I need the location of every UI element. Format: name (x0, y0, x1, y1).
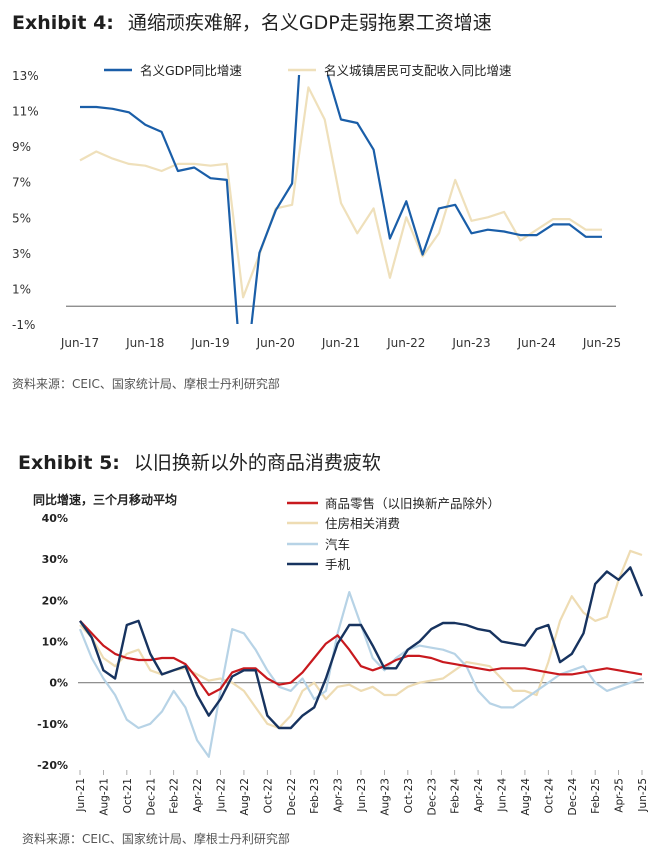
legend-label-retail: 商品零售（以旧换新产品除外） (325, 496, 500, 511)
x-tick-label: Feb-24 (450, 778, 462, 814)
series-line-housing (79, 549, 643, 730)
legend-label-phone: 手机 (325, 557, 351, 572)
x-tick-label: Jun-20 (256, 336, 295, 350)
y-tick-label: 30% (42, 553, 68, 566)
series-line-income (79, 86, 602, 299)
x-tick-label: Apr-24 (473, 778, 485, 813)
series-group (79, 75, 602, 324)
x-tick-label: Aug-22 (239, 778, 251, 816)
series-line-gdp (80, 75, 602, 324)
exhibit4-subtitle: 通缩顽疾难解，名义GDP走弱拖累工资增速 (127, 12, 492, 34)
exhibit4-chart: 13% 11% 9% 7% 5% 3% 1% -1% Jun-17 Jun-18 Jun-19 Jun… (12, 63, 621, 350)
y-tick-label: 0% (49, 677, 68, 690)
x-tick-label: Feb-23 (309, 778, 321, 814)
exhibit5-subtitle: 以旧换新以外的商品消费疲软 (133, 452, 381, 474)
y-tick-label: 5% (12, 211, 31, 225)
x-tick-label: Aug-24 (520, 778, 532, 816)
legend-label-auto: 汽车 (325, 537, 350, 552)
y-tick-label: 1% (12, 282, 31, 296)
x-tick-label: Jun-25 (582, 336, 621, 350)
x-tick-label: Apr-23 (333, 778, 345, 813)
x-tick-label: Jun-23 (356, 778, 368, 813)
y-tick-label: -10% (37, 718, 68, 731)
x-tick-label: Dec-21 (145, 778, 157, 815)
exhibit5-source: 资料来源：CEIC、国家统计局、摩根士丹利研究部 (22, 832, 290, 846)
y-tick-label: -1% (12, 318, 35, 332)
x-tick-label: Jun-25 (637, 778, 649, 813)
x-tick-label: Jun-24 (517, 336, 556, 350)
x-tick-label: Jun-22 (216, 778, 228, 813)
exhibit4-title: Exhibit 4: 通缩顽疾难解，名义GDP走弱拖累工资增速 (12, 8, 492, 35)
x-tick-label: Aug-21 (98, 778, 110, 816)
legend-label-income: 名义城镇居民可支配收入同比增速 (324, 63, 512, 78)
x-tick-label: Jun-17 (60, 336, 99, 350)
y-tick-label: 7% (12, 176, 31, 190)
exhibit4-label: Exhibit 4: (12, 12, 114, 34)
x-tick-label: Oct-21 (122, 778, 134, 813)
x-tick-label: Dec-23 (426, 778, 438, 815)
x-tick-label: Apr-25 (614, 778, 626, 813)
x-tick-label: Jun-22 (386, 336, 425, 350)
x-tick-label: Jun-23 (451, 336, 490, 350)
y-tick-label: 3% (12, 247, 31, 261)
x-tick-label: Dec-22 (286, 778, 298, 815)
exhibit5-title: Exhibit 5: 以旧换新以外的商品消费疲软 (18, 448, 381, 475)
x-tick-label: Jun-19 (190, 336, 229, 350)
x-tick-label: Oct-22 (262, 778, 274, 813)
exhibit4-source: 资料来源：CEIC、国家统计局、摩根士丹利研究部 (12, 377, 280, 391)
y-tick-label: 40% (42, 512, 68, 525)
exhibit5-label: Exhibit 5: (18, 452, 120, 474)
exhibit5-y-axis-label: 同比增速，三个月移动平均 (33, 493, 178, 507)
x-tick-label: Jun-24 (497, 778, 509, 813)
x-tick-label: Oct-24 (543, 778, 555, 814)
x-tick-label: Aug-23 (379, 778, 391, 816)
legend-label-housing: 住房相关消费 (325, 516, 400, 531)
series-line-retail (79, 620, 643, 697)
x-tick-label: Dec-24 (567, 778, 579, 816)
y-tick-label: -20% (37, 759, 68, 772)
x-tick-label: Jun-21 (321, 336, 360, 350)
x-tick-label: Feb-25 (590, 778, 602, 814)
x-tick-label: Jun-18 (125, 336, 164, 350)
series-line-phone (79, 566, 644, 730)
y-tick-label: 10% (42, 636, 68, 649)
y-tick-label: 13% (12, 69, 39, 83)
x-tick-label: Oct-23 (403, 778, 415, 813)
x-tick-label: Jun-21 (75, 778, 87, 813)
y-tick-label: 9% (12, 140, 31, 154)
y-tick-label: 20% (42, 594, 68, 607)
y-tick-label: 11% (12, 105, 39, 119)
x-tick-label: Apr-22 (192, 778, 204, 813)
x-tick-label: Feb-22 (169, 778, 181, 814)
legend-label-gdp: 名义GDP同比增速 (140, 63, 242, 78)
